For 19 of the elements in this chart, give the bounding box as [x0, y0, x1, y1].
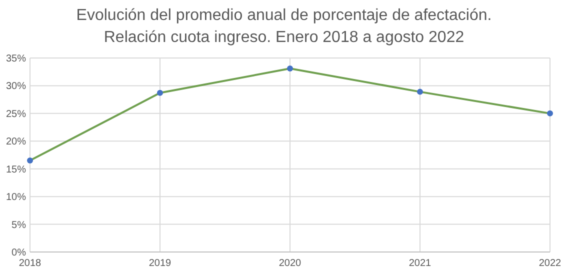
y-tick-label: 15%: [6, 164, 26, 176]
y-tick-label: 5%: [12, 220, 26, 231]
y-tick-label: 10%: [6, 192, 26, 204]
point: [287, 66, 293, 72]
x-tick-label: 2021: [408, 258, 432, 269]
y-tick-label: 30%: [6, 81, 26, 92]
x-tick-label: 2019: [148, 258, 172, 269]
y-tick-label: 25%: [6, 108, 26, 120]
x-tick-label: 2022: [538, 258, 562, 269]
y-tick-label: 35%: [6, 54, 26, 64]
point: [547, 110, 553, 116]
y-tick-label: 20%: [6, 136, 26, 148]
point: [417, 88, 423, 95]
point: [157, 90, 163, 96]
y-tick-label: 0%: [12, 248, 26, 258]
x-tick-label: 2018: [18, 258, 42, 269]
x-tick-label: 2020: [278, 258, 302, 269]
point: [27, 158, 33, 164]
chart-title: Evolución del promedio anual de porcentaje de afectación. Relación cuota ingreso. Enero 2018 a agosto 2022: [76, 7, 492, 46]
